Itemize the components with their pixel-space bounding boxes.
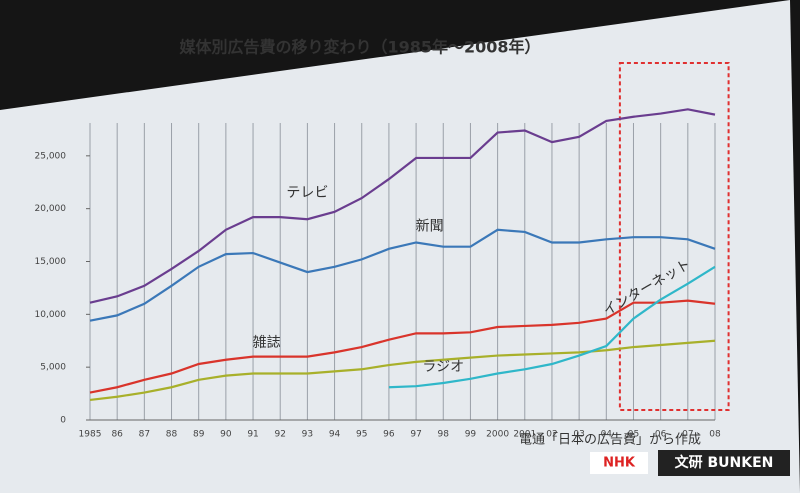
series-line <box>89 299 716 394</box>
x-tick-label: 92 <box>274 430 285 440</box>
source-note: 電通「日本の広告費」から作成 <box>519 433 701 448</box>
logo: NHK <box>603 456 636 471</box>
x-tick-label: 98 <box>438 430 450 440</box>
x-tick-label: 97 <box>410 430 421 440</box>
x-tick-label: 04 <box>601 430 613 440</box>
x-tick-label: 2000 <box>486 430 509 440</box>
series-label: 雑誌 <box>253 335 281 351</box>
x-tick-label: 08 <box>709 430 721 440</box>
x-tick-label: 95 <box>356 430 367 440</box>
series-label: テレビ <box>286 185 328 201</box>
x-tick-label: 02 <box>546 430 557 440</box>
logo-box <box>590 452 648 474</box>
y-tick-label: 0 <box>60 416 66 426</box>
series-line <box>388 265 716 389</box>
series-label: ラジオ <box>422 359 464 375</box>
x-tick-label: 93 <box>302 430 313 440</box>
y-tick-label: 10,000 <box>35 310 67 320</box>
series-line <box>89 108 716 304</box>
x-tick-label: 99 <box>465 430 477 440</box>
y-tick-label: 25,000 <box>35 151 67 161</box>
series-label: 新聞 <box>416 219 444 235</box>
x-tick-label: 06 <box>655 430 667 440</box>
series-line <box>89 339 716 402</box>
x-tick-label: 2001 <box>513 430 536 440</box>
x-tick-label: 90 <box>220 430 232 440</box>
y-tick-label: 20,000 <box>35 204 67 214</box>
x-tick-label: 1985 <box>79 430 102 440</box>
x-tick-label: 94 <box>329 430 341 440</box>
x-tick-label: 87 <box>139 430 150 440</box>
x-tick-label: 89 <box>193 430 205 440</box>
x-tick-label: 86 <box>111 430 123 440</box>
y-tick-label: 5,000 <box>40 363 66 373</box>
x-tick-label: 05 <box>628 430 639 440</box>
series-line <box>89 228 716 322</box>
x-tick-label: 96 <box>383 430 395 440</box>
chart-title: 媒体別広告費の移り変わり（1985年～2008年） <box>179 38 540 57</box>
logo-box <box>658 450 790 476</box>
x-tick-label: 88 <box>166 430 178 440</box>
highlight-box <box>618 62 730 411</box>
x-tick-label: 91 <box>247 430 258 440</box>
logo: 文研 BUNKEN <box>675 454 774 471</box>
x-tick-label: 03 <box>573 430 584 440</box>
y-tick-label: 15,000 <box>35 257 67 267</box>
x-tick-label: 07 <box>682 430 693 440</box>
